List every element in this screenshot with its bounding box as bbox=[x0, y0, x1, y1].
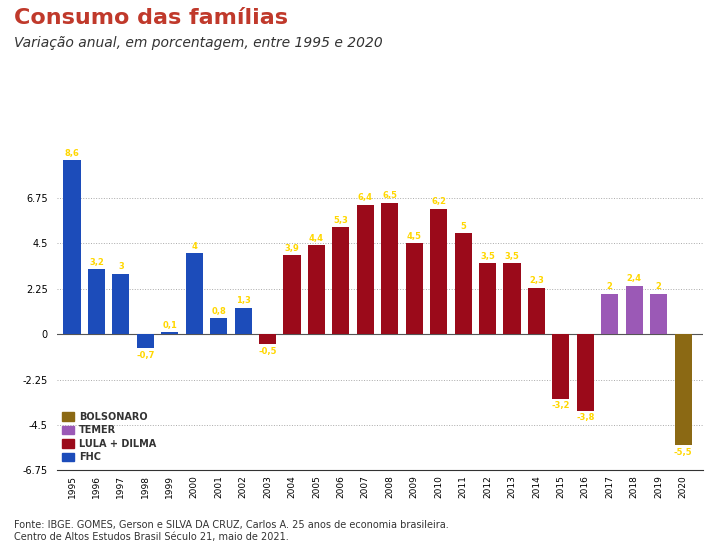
Bar bbox=[528, 288, 545, 334]
Bar bbox=[503, 264, 521, 334]
Text: -3,8: -3,8 bbox=[576, 414, 594, 422]
Text: 6,2: 6,2 bbox=[431, 197, 446, 206]
Text: 6,4: 6,4 bbox=[358, 194, 373, 202]
Text: -3,2: -3,2 bbox=[551, 401, 570, 410]
Text: 0,1: 0,1 bbox=[162, 321, 177, 330]
Text: 6,5: 6,5 bbox=[382, 191, 397, 200]
Bar bbox=[64, 160, 80, 334]
Text: 0,8: 0,8 bbox=[212, 306, 226, 316]
Text: Fonte: IBGE. GOMES, Gerson e SILVA DA CRUZ, Carlos A. 25 anos de economia brasil: Fonte: IBGE. GOMES, Gerson e SILVA DA CR… bbox=[14, 520, 449, 542]
Bar bbox=[234, 308, 252, 334]
Bar bbox=[357, 205, 374, 334]
Text: -0,5: -0,5 bbox=[258, 347, 277, 356]
Bar bbox=[161, 332, 179, 334]
Text: 1,3: 1,3 bbox=[236, 296, 250, 305]
Bar bbox=[381, 203, 399, 334]
Bar bbox=[576, 334, 594, 411]
Bar bbox=[137, 334, 154, 348]
Bar bbox=[675, 334, 692, 445]
Bar bbox=[88, 270, 105, 334]
Bar bbox=[479, 264, 496, 334]
Bar bbox=[552, 334, 569, 399]
Bar bbox=[259, 334, 276, 344]
Bar bbox=[406, 243, 423, 334]
Text: 3,5: 3,5 bbox=[505, 252, 519, 261]
Bar bbox=[602, 294, 618, 334]
Text: 2: 2 bbox=[607, 282, 613, 291]
Bar bbox=[113, 274, 130, 334]
Text: 3,5: 3,5 bbox=[480, 252, 495, 261]
Bar bbox=[430, 209, 447, 334]
Bar bbox=[455, 233, 472, 334]
Bar bbox=[210, 318, 227, 334]
Text: 3,2: 3,2 bbox=[89, 258, 104, 267]
Text: Consumo das famílias: Consumo das famílias bbox=[14, 8, 288, 28]
Text: 2,4: 2,4 bbox=[627, 274, 642, 283]
Text: 5,3: 5,3 bbox=[333, 216, 348, 225]
Text: 2,3: 2,3 bbox=[529, 276, 544, 285]
Bar bbox=[333, 227, 349, 334]
Text: 2: 2 bbox=[656, 282, 662, 291]
Bar bbox=[650, 294, 668, 334]
Text: -5,5: -5,5 bbox=[674, 447, 693, 457]
Text: 4,4: 4,4 bbox=[309, 234, 324, 243]
Text: -0,7: -0,7 bbox=[136, 351, 155, 359]
Bar bbox=[283, 255, 300, 334]
Bar bbox=[308, 245, 325, 334]
Legend: BOLSONARO, TEMER, LULA + DILMA, FHC: BOLSONARO, TEMER, LULA + DILMA, FHC bbox=[62, 412, 156, 462]
Text: 8,6: 8,6 bbox=[65, 149, 80, 158]
Text: 3,9: 3,9 bbox=[285, 244, 300, 253]
Text: 4,5: 4,5 bbox=[407, 232, 422, 241]
Text: 4: 4 bbox=[191, 242, 197, 251]
Text: 3: 3 bbox=[118, 262, 124, 271]
Bar bbox=[626, 286, 642, 334]
Bar bbox=[186, 253, 203, 334]
Text: 5: 5 bbox=[460, 222, 466, 231]
Text: Variação anual, em porcentagem, entre 1995 e 2020: Variação anual, em porcentagem, entre 19… bbox=[14, 36, 383, 50]
